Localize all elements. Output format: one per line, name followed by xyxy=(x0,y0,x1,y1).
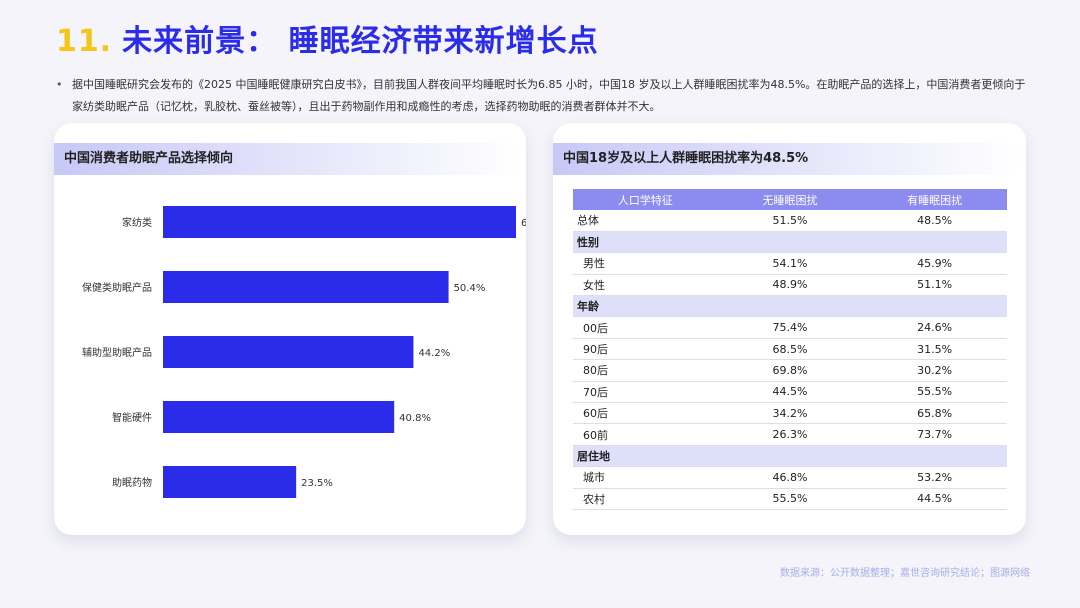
value-label: 23.5% xyxy=(301,478,333,489)
table-card: 中国18岁及以上人群睡眠困扰率为48.5% 人口学特征 无睡眠困扰 有睡眠困扰 … xyxy=(553,123,1026,535)
column-header: 无睡眠困扰 xyxy=(717,189,863,210)
bar xyxy=(163,401,395,433)
table-row: 00后 75.4% 24.6% xyxy=(573,316,1007,339)
distress-cell: 53.2% xyxy=(862,466,1007,489)
row-label: 70后 xyxy=(573,381,718,404)
bullet-icon: • xyxy=(56,78,63,91)
intro-paragraph: • 据中国睡眠研究会发布的《2025 中国睡眠健康研究白皮书》，目前我国人群夜间… xyxy=(56,74,1031,118)
data-source: 数据来源：公开数据整理；嘉世咨询研究结论；图源网络 xyxy=(780,568,1030,579)
row-label: 总体 xyxy=(573,210,718,232)
title-text: 未来前景： 睡眠经济带来新增长点 xyxy=(122,24,599,59)
no-distress-cell: 34.2% xyxy=(717,402,863,425)
table-row: 60后 34.2% 65.8% xyxy=(573,402,1007,425)
bar xyxy=(163,336,414,368)
distress-cell: 31.5% xyxy=(862,338,1007,361)
no-distress-cell: 69.8% xyxy=(717,359,863,382)
table-row: 农村 55.5% 44.5% xyxy=(573,488,1007,510)
no-distress-cell: 44.5% xyxy=(717,381,863,404)
no-distress-cell: 54.1% xyxy=(717,252,863,275)
table-row: 城市 46.8% 53.2% xyxy=(573,466,1007,489)
bar-chart-title: 中国消费者助眠产品选择倾向 xyxy=(54,143,522,175)
bar xyxy=(163,466,297,498)
table-row: 70后 44.5% 55.5% xyxy=(573,381,1007,404)
no-distress-cell: 68.5% xyxy=(717,338,863,361)
distress-cell: 30.2% xyxy=(862,359,1007,382)
value-label: 50.4% xyxy=(454,283,486,294)
page-title: 11. 未来前景： 睡眠经济带来新增长点 xyxy=(56,16,599,60)
bar xyxy=(163,271,449,303)
table-row: 男性 54.1% 45.9% xyxy=(573,252,1007,275)
no-distress-cell: 46.8% xyxy=(717,466,863,489)
table-group-row: 居住地 xyxy=(573,445,1007,468)
row-label: 农村 xyxy=(573,488,718,510)
group-label: 年龄 xyxy=(573,295,1007,318)
distress-cell: 45.9% xyxy=(862,252,1007,275)
distress-cell: 51.1% xyxy=(862,274,1007,297)
distress-cell: 73.7% xyxy=(862,423,1007,446)
no-distress-cell: 48.9% xyxy=(717,274,863,297)
row-label: 男性 xyxy=(573,252,718,275)
value-label: 40.8% xyxy=(399,413,431,424)
row-label: 00后 xyxy=(573,316,718,339)
category-label: 辅助型助眠产品 xyxy=(82,346,152,359)
table-group-row: 年龄 xyxy=(573,295,1007,318)
row-label: 60后 xyxy=(573,402,718,425)
row-label: 城市 xyxy=(573,466,718,489)
distress-cell: 65.8% xyxy=(862,402,1007,425)
table-row: 60前 26.3% 73.7% xyxy=(573,423,1007,446)
distress-cell: 24.6% xyxy=(862,316,1007,339)
row-label: 80后 xyxy=(573,359,718,382)
no-distress-cell: 75.4% xyxy=(717,316,863,339)
distress-cell: 55.5% xyxy=(862,381,1007,404)
table-group-row: 性别 xyxy=(573,231,1007,254)
row-label: 女性 xyxy=(573,274,718,297)
no-distress-cell: 51.5% xyxy=(717,210,863,232)
value-label: 62.3% xyxy=(521,218,526,229)
bar-chart: 家纺类 62.3% 保健类助眠产品 50.4% 辅助型助眠产品 44.2% 智能硬件 40.8… xyxy=(82,206,526,498)
row-label: 90后 xyxy=(573,338,718,361)
table-row: 90后 68.5% 31.5% xyxy=(573,338,1007,361)
bar-chart-card: 中国消费者助眠产品选择倾向 家纺类 62.3% 保健类助眠产品 50.4% 辅助型助眠产… xyxy=(54,123,526,535)
title-number: 11. xyxy=(56,24,113,59)
sleep-distress-table: 人口学特征 无睡眠困扰 有睡眠困扰 总体 51.5% 48.5% 性别 男性 54.1% 4… xyxy=(573,189,1007,510)
group-label: 居住地 xyxy=(573,445,1007,468)
category-label: 智能硬件 xyxy=(112,411,152,424)
no-distress-cell: 55.5% xyxy=(717,488,863,510)
bar xyxy=(163,206,516,238)
column-header: 人口学特征 xyxy=(573,189,718,210)
row-label: 60前 xyxy=(573,423,718,446)
intro-text: 据中国睡眠研究会发布的《2025 中国睡眠健康研究白皮书》，目前我国人群夜间平均… xyxy=(72,78,1026,113)
no-distress-cell: 26.3% xyxy=(717,423,863,446)
category-label: 保健类助眠产品 xyxy=(82,281,152,294)
table-header-row: 人口学特征 无睡眠困扰 有睡眠困扰 xyxy=(573,189,1007,210)
table-title: 中国18岁及以上人群睡眠困扰率为48.5% xyxy=(553,143,1021,175)
column-header: 有睡眠困扰 xyxy=(862,189,1007,210)
category-label: 家纺类 xyxy=(122,216,152,229)
table-row: 女性 48.9% 51.1% xyxy=(573,274,1007,297)
category-label: 助眠药物 xyxy=(112,476,152,489)
table-row: 80后 69.8% 30.2% xyxy=(573,359,1007,382)
table-row: 总体 51.5% 48.5% xyxy=(573,210,1007,232)
value-label: 44.2% xyxy=(418,348,450,359)
distress-cell: 44.5% xyxy=(862,488,1007,510)
group-label: 性别 xyxy=(573,231,1007,254)
distress-cell: 48.5% xyxy=(862,210,1007,232)
